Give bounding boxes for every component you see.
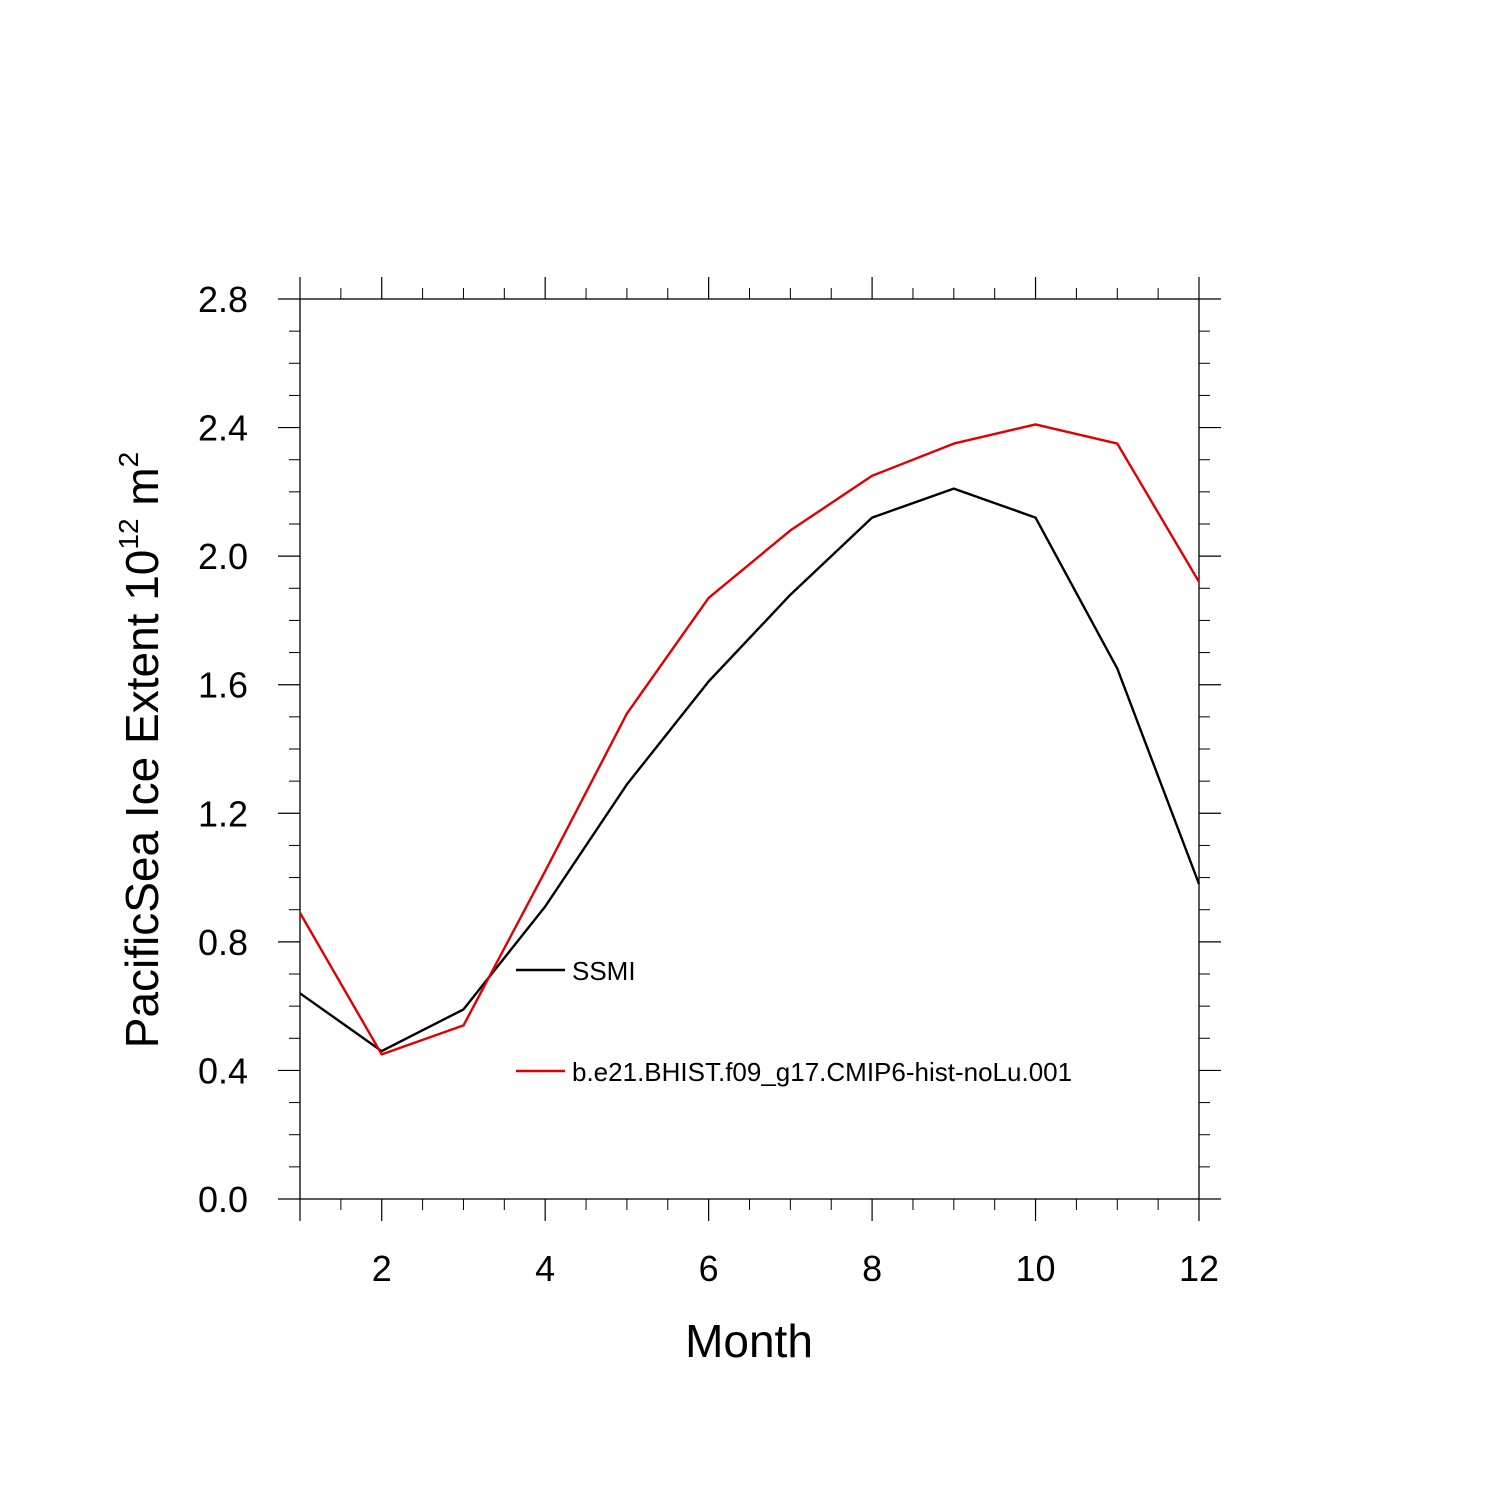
series-lines	[298, 423, 1201, 1056]
y-axis-title-unit: m	[116, 467, 168, 518]
x-tick-label: 8	[862, 1248, 882, 1289]
plot-frame	[299, 298, 1200, 1200]
y-tick-label: 2.4	[198, 408, 248, 449]
x-tick-label: 2	[372, 1248, 392, 1289]
y-axis-title: PacificSea Ice Extent 1012 m2	[113, 452, 168, 1048]
x-axis-title: Month	[685, 1315, 813, 1367]
x-tick-label: 4	[535, 1248, 555, 1289]
x-tick-label: 6	[699, 1248, 719, 1289]
y-tick-label: 0.0	[198, 1179, 248, 1220]
y-tick-labels: 0.0 0.4 0.8 1.2 1.6 2.0 2.4 2.8	[198, 279, 248, 1220]
legend-label-1: SSMI	[572, 956, 636, 986]
legend: SSMI b.e21.BHIST.f09_g17.CMIP6-hist-noLu.…	[516, 956, 1072, 1087]
y-axis-title-exponent-1: 12	[113, 518, 144, 549]
y-tick-label: 1.2	[198, 793, 248, 834]
y-tick-label: 0.4	[198, 1050, 248, 1091]
legend-label-2: b.e21.BHIST.f09_g17.CMIP6-hist-noLu.001	[572, 1057, 1072, 1087]
y-tick-label: 1.6	[198, 665, 248, 706]
y-tick-label: 0.8	[198, 922, 248, 963]
minor-ticks	[289, 288, 1210, 1210]
series-line-2	[298, 423, 1201, 1056]
major-ticks	[278, 277, 1221, 1221]
y-axis-title-prefix: PacificSea Ice Extent 10	[116, 550, 168, 1049]
y-axis-title-exponent-2: 2	[113, 452, 144, 468]
y-tick-label: 2.0	[198, 536, 248, 577]
x-tick-label: 12	[1179, 1248, 1219, 1289]
series-line-1	[299, 487, 1201, 1053]
x-tick-labels: 2 4 6 8 10 12	[372, 1248, 1219, 1289]
x-tick-label: 10	[1016, 1248, 1056, 1289]
y-tick-label: 2.8	[198, 279, 248, 320]
